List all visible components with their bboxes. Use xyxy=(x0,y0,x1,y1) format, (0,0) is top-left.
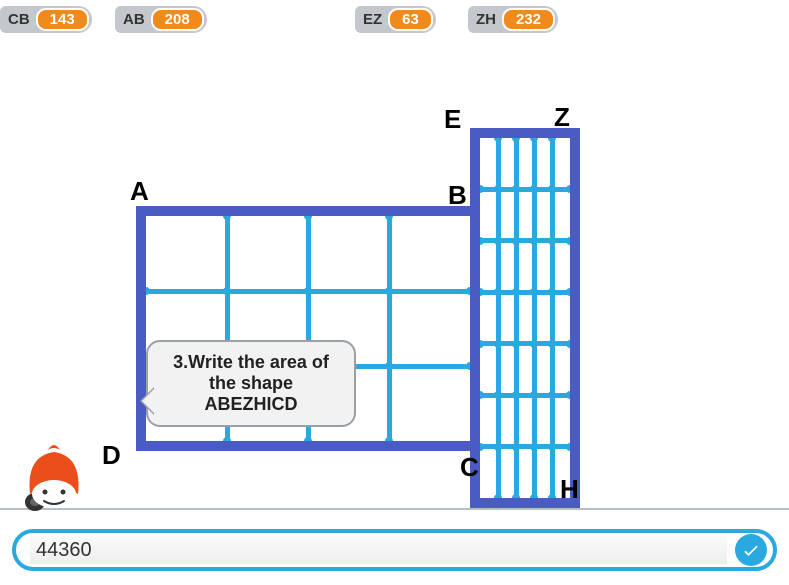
vertex-label-A: A xyxy=(130,176,149,207)
vertex-label-C: C xyxy=(460,452,479,483)
measure-pill: EZ 63 xyxy=(355,6,436,33)
measure-pill-zh: ZH 232 xyxy=(468,6,558,33)
question-bubble: 3.Write the area ofthe shapeABEZHICD xyxy=(146,340,356,427)
measure-value: 208 xyxy=(151,8,204,31)
vertex-label-E: E xyxy=(444,104,461,135)
measure-value: 143 xyxy=(36,8,89,31)
measure-label: ZH xyxy=(476,11,496,28)
check-icon xyxy=(741,540,761,560)
measure-label: AB xyxy=(123,11,145,28)
answer-bar xyxy=(12,529,777,571)
measure-value: 63 xyxy=(388,8,433,31)
submit-button[interactable] xyxy=(735,534,767,566)
measure-label: CB xyxy=(8,11,30,28)
measure-value: 232 xyxy=(502,8,555,31)
measure-pill-ez: EZ 63 xyxy=(355,6,436,33)
vertex-label-Z: Z xyxy=(554,102,570,133)
bubble-line: 3.Write the area of xyxy=(162,352,340,373)
vertex-label-H: H xyxy=(560,474,579,505)
measure-pill-ab: AB 208 xyxy=(115,6,207,33)
diagram: A B E Z H C D xyxy=(0,60,789,520)
ground-line xyxy=(0,508,789,510)
measure-pill: ZH 232 xyxy=(468,6,558,33)
shape-rect xyxy=(470,128,580,508)
measure-label: EZ xyxy=(363,11,382,28)
bubble-line: the shape xyxy=(162,373,340,394)
vertex-label-B: B xyxy=(448,180,467,211)
answer-input[interactable] xyxy=(30,536,727,564)
measure-pill: AB 208 xyxy=(115,6,207,33)
measure-pill-cb: CB 143 xyxy=(0,6,92,33)
avatar xyxy=(20,444,88,512)
stage: CB143AB208EZ63ZH232 ABEZHCD 3.Write the … xyxy=(0,0,789,585)
bubble-line: ABEZHICD xyxy=(162,394,340,415)
measure-pill: CB 143 xyxy=(0,6,92,33)
vertex-label-D: D xyxy=(102,440,121,471)
